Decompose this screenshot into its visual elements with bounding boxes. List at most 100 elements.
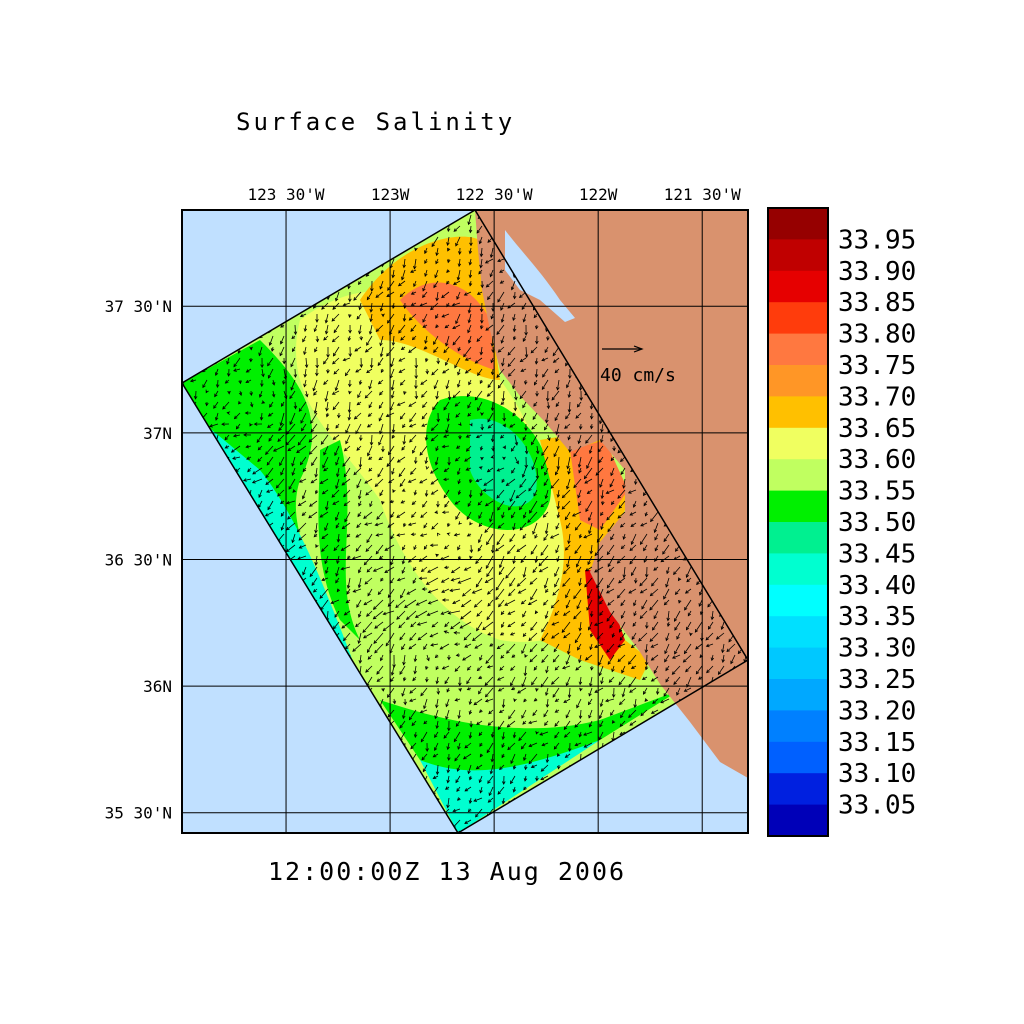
velocity-arrow bbox=[387, 313, 395, 324]
velocity-arrow bbox=[231, 445, 241, 453]
velocity-arrow bbox=[445, 357, 450, 366]
velocity-arrow bbox=[406, 610, 417, 620]
velocity-arrow bbox=[599, 709, 604, 719]
velocity-arrow bbox=[391, 379, 395, 390]
velocity-arrow bbox=[531, 423, 538, 430]
velocity-arrow bbox=[599, 720, 604, 727]
velocity-arrow bbox=[353, 467, 362, 475]
velocity-arrow bbox=[443, 434, 450, 438]
velocity-arrow bbox=[606, 588, 615, 594]
colorbar-label: 33.45 bbox=[838, 539, 916, 569]
velocity-arrow bbox=[366, 610, 373, 617]
velocity-arrow bbox=[553, 643, 560, 652]
velocity-arrow bbox=[504, 599, 516, 606]
velocity-arrow bbox=[574, 720, 582, 728]
velocity-arrow bbox=[590, 544, 593, 554]
velocity-arrow bbox=[388, 445, 395, 455]
velocity-arrow bbox=[280, 412, 285, 426]
velocity-arrow bbox=[408, 478, 417, 483]
velocity-arrow bbox=[417, 632, 428, 641]
velocity-arrow bbox=[507, 621, 516, 628]
velocity-arrow bbox=[513, 786, 516, 793]
velocity-arrow bbox=[486, 742, 494, 753]
velocity-arrow bbox=[529, 577, 538, 585]
velocity-arrow bbox=[628, 654, 637, 665]
velocity-arrow bbox=[431, 489, 439, 495]
velocity-arrow bbox=[345, 643, 351, 650]
velocity-arrow bbox=[389, 577, 395, 584]
velocity-arrow bbox=[261, 368, 264, 377]
velocity-arrow bbox=[486, 280, 494, 288]
velocity-arrow bbox=[606, 577, 615, 589]
velocity-arrow bbox=[314, 346, 318, 352]
velocity-arrow bbox=[545, 687, 549, 696]
velocity-arrow bbox=[545, 522, 549, 534]
velocity-arrow bbox=[432, 401, 439, 410]
velocity-arrow bbox=[489, 511, 494, 522]
velocity-arrow bbox=[411, 720, 417, 726]
velocity-arrow bbox=[444, 544, 450, 550]
colorbar-band bbox=[768, 522, 828, 554]
colorbar-band bbox=[768, 647, 828, 680]
velocity-arrow bbox=[294, 324, 296, 335]
velocity-arrow bbox=[518, 588, 527, 594]
velocity-arrow bbox=[357, 390, 362, 398]
velocity-arrow bbox=[522, 533, 527, 539]
velocity-arrow bbox=[452, 599, 461, 604]
velocity-arrow bbox=[265, 445, 274, 455]
velocity-arrow bbox=[551, 390, 560, 401]
velocity-arrow bbox=[400, 588, 406, 599]
velocity-arrow bbox=[305, 357, 308, 368]
velocity-arrow bbox=[524, 775, 527, 781]
colorbar-label: 33.15 bbox=[838, 728, 916, 758]
velocity-arrow bbox=[521, 709, 527, 719]
velocity-arrow bbox=[611, 665, 615, 672]
velocity-arrow bbox=[363, 632, 373, 639]
velocity-arrow bbox=[579, 676, 582, 685]
colorbar-band bbox=[768, 584, 828, 617]
velocity-arrow bbox=[464, 566, 472, 571]
velocity-arrow bbox=[313, 390, 318, 396]
velocity-arrow bbox=[547, 434, 550, 441]
velocity-arrow bbox=[539, 731, 549, 736]
velocity-arrow bbox=[588, 522, 593, 534]
velocity-arrow bbox=[419, 555, 428, 562]
velocity-arrow bbox=[365, 346, 373, 353]
colorbar-band bbox=[768, 490, 828, 523]
velocity-arrow bbox=[565, 544, 571, 551]
lon-tick-label: 121 30'W bbox=[664, 185, 741, 204]
velocity-arrow bbox=[536, 445, 539, 454]
velocity-arrow bbox=[542, 368, 549, 378]
velocity-arrow bbox=[445, 709, 450, 720]
velocity-arrow bbox=[436, 698, 439, 708]
velocity-arrow bbox=[294, 368, 296, 378]
velocity-arrow bbox=[532, 709, 538, 716]
velocity-arrow bbox=[469, 269, 472, 278]
velocity-arrow bbox=[353, 291, 362, 301]
colorbar-band bbox=[768, 239, 828, 272]
velocity-arrow bbox=[711, 654, 714, 661]
velocity-arrow bbox=[366, 368, 373, 374]
velocity-arrow bbox=[352, 643, 362, 652]
colorbar-band bbox=[768, 553, 828, 586]
velocity-arrow bbox=[430, 643, 439, 646]
velocity-arrow bbox=[609, 621, 615, 629]
velocity-arrow bbox=[499, 555, 505, 568]
lat-tick-label: 35 30'N bbox=[105, 804, 172, 823]
velocity-arrow bbox=[664, 643, 670, 654]
velocity-arrow bbox=[550, 533, 560, 539]
velocity-arrow bbox=[383, 610, 395, 615]
velocity-arrow bbox=[564, 423, 571, 429]
velocity-arrow bbox=[302, 335, 307, 342]
velocity-arrow bbox=[421, 566, 428, 572]
velocity-arrow bbox=[325, 566, 329, 574]
velocity-arrow bbox=[502, 390, 505, 401]
velocity-arrow bbox=[310, 478, 318, 484]
velocity-arrow bbox=[451, 566, 461, 574]
colorbar-band bbox=[768, 396, 828, 429]
velocity-arrow bbox=[447, 742, 450, 750]
colorbar-label: 33.65 bbox=[838, 414, 916, 444]
colorbar-label: 33.55 bbox=[838, 477, 916, 507]
velocity-arrow bbox=[356, 599, 362, 608]
velocity-arrow bbox=[475, 357, 483, 364]
